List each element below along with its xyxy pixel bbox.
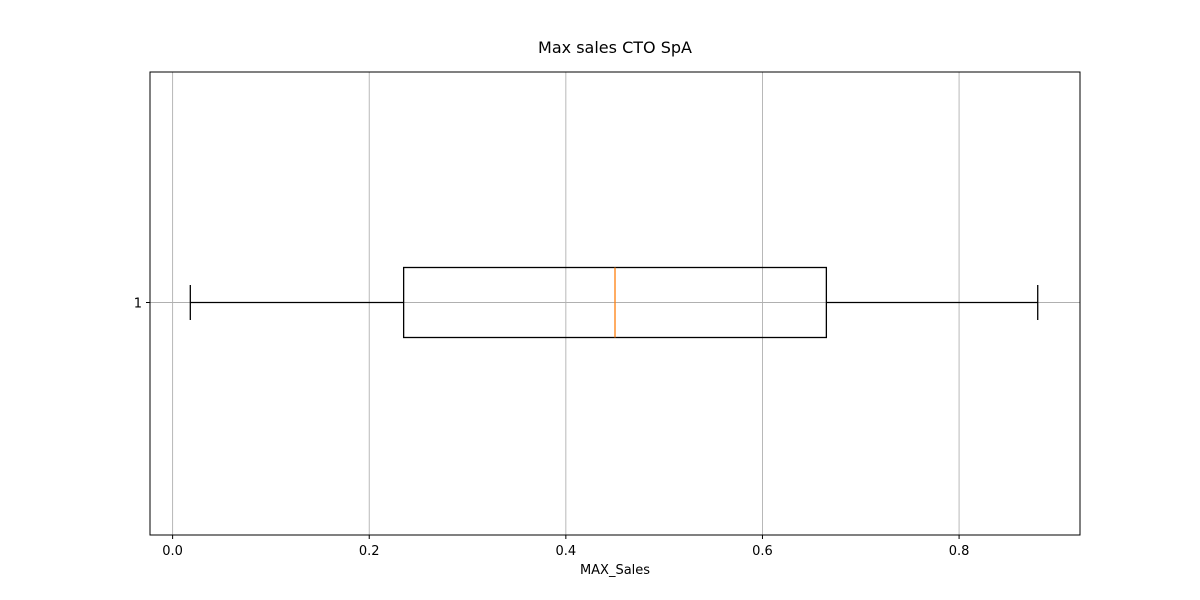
box-layer bbox=[189, 266, 1039, 339]
x-tick-label: 0.0 bbox=[162, 544, 183, 559]
x-axis-label: MAX_Sales bbox=[580, 563, 650, 578]
x-tick-label: 0.4 bbox=[556, 544, 577, 559]
chart-title: Max sales CTO SpA bbox=[538, 38, 692, 57]
tick-layer: 0.0 0.2 0.4 0.6 0.8 1 bbox=[134, 297, 970, 560]
x-tick-label: 0.6 bbox=[752, 544, 773, 559]
plot-frame bbox=[149, 71, 1081, 536]
x-tick-label: 0.8 bbox=[949, 544, 970, 559]
x-tick-label: 0.2 bbox=[359, 544, 380, 559]
y-tick-label: 1 bbox=[134, 297, 142, 312]
